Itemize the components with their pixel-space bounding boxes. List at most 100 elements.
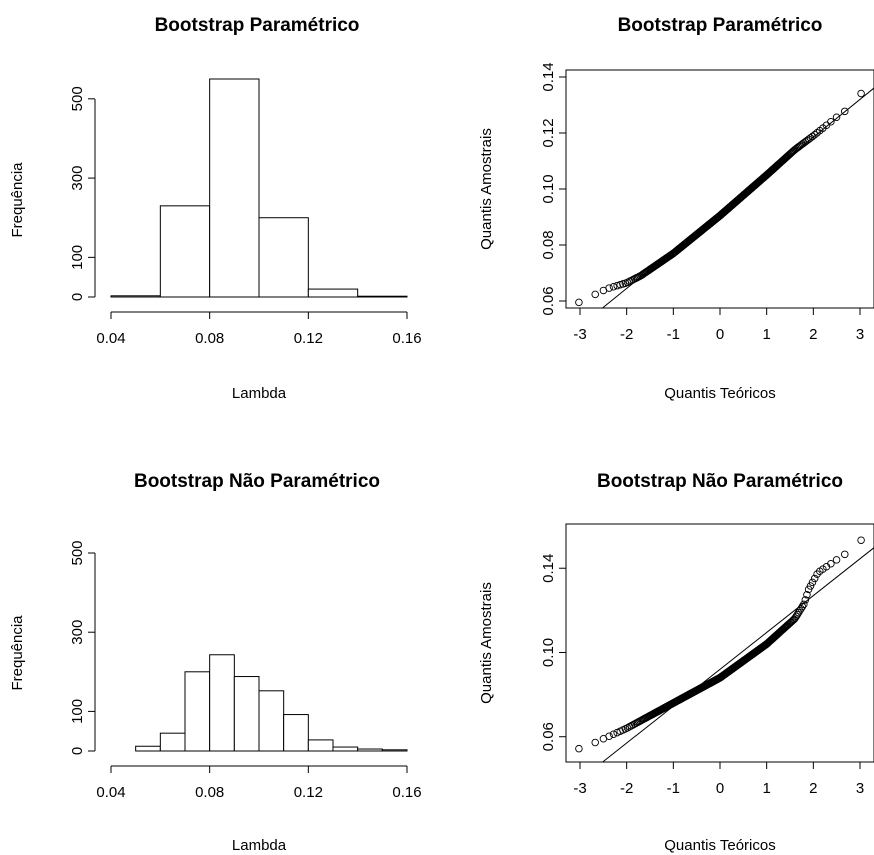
- x-axis-label: Lambda: [232, 385, 287, 402]
- x-tick-label: 0.04: [96, 784, 125, 801]
- qq-point: [575, 744, 583, 753]
- x-tick-label: 1: [762, 326, 770, 343]
- x-tick-label: 1: [762, 780, 770, 797]
- x-tick-label: -1: [667, 326, 680, 343]
- qq-point: [841, 107, 849, 116]
- y-axis-label: Quantis Amostrais: [478, 582, 495, 704]
- qq-point: [591, 738, 599, 747]
- x-tick-label: 0.16: [392, 330, 421, 347]
- histogram-bars: [135, 654, 408, 752]
- x-tick-label: -1: [667, 780, 680, 797]
- histogram-bar: [110, 295, 161, 298]
- qq-point: [832, 113, 841, 121]
- histogram-bar: [258, 690, 285, 752]
- histogram-bar: [357, 748, 383, 752]
- histogram-bar: [307, 739, 334, 752]
- qq-point: [810, 574, 819, 583]
- axis-ticks: -3 -2 -1 0 1 2 3 0.06 0.10 0.14: [540, 554, 864, 797]
- qq-point: [609, 282, 618, 291]
- histogram-bar: [159, 732, 186, 752]
- x-tick-label: 0.12: [294, 330, 323, 347]
- qq-reference-line: [602, 547, 874, 763]
- x-tick-label: 0.16: [392, 784, 421, 801]
- qq-point: [813, 129, 821, 137]
- qq-point: [795, 607, 804, 615]
- histogram-bar: [209, 654, 235, 752]
- y-tick-label: 0.08: [540, 230, 557, 259]
- qq-point: [623, 724, 632, 732]
- y-tick-label: 0: [69, 747, 86, 755]
- qq-point: [806, 582, 815, 590]
- qq-point: [792, 612, 800, 621]
- x-tick-label: -2: [620, 326, 633, 343]
- x-tick-label: 0.04: [96, 330, 125, 347]
- histogram-nonparametric-panel: Bootstrap Não Paramétrico 0.04 0.08 0.12 0.…: [9, 471, 422, 854]
- qq-point: [808, 132, 817, 141]
- x-axis-label: Quantis Teóricos: [664, 385, 775, 402]
- histogram-bars: [110, 78, 408, 298]
- x-tick-label: 0.08: [195, 330, 224, 347]
- qq-point: [605, 732, 613, 740]
- x-tick-label: 3: [856, 326, 864, 343]
- x-axis-label: Lambda: [232, 837, 287, 854]
- y-axis-label: Frequência: [9, 162, 26, 238]
- y-tick-label: 0.10: [540, 174, 557, 203]
- qq-point: [800, 600, 808, 609]
- x-tick-label: -3: [573, 780, 586, 797]
- x-tick-label: 0: [716, 326, 724, 343]
- qq-point: [591, 290, 599, 299]
- y-tick-label: 300: [69, 620, 86, 645]
- chart-title: Bootstrap Paramétrico: [155, 15, 360, 36]
- qq-point: [808, 578, 817, 587]
- plot-frame: [565, 523, 874, 763]
- qq-point: [832, 556, 841, 564]
- axis-ticks: -3 -2 -1 0 1 2 3 0.06 0.08 0.10 0.12 0.14: [540, 62, 864, 343]
- qq-points: [575, 536, 865, 753]
- histogram-bar: [381, 749, 408, 752]
- qq-plot-nonparametric-panel: Bootstrap Não Paramétrico -3 -2 -1 0 1 2 3 0.06…: [478, 471, 874, 854]
- qq-point: [810, 130, 819, 139]
- chart-title: Bootstrap Não Paramétrico: [134, 471, 380, 492]
- y-tick-label: 0.06: [540, 286, 557, 315]
- x-tick-label: 3: [856, 780, 864, 797]
- qq-point: [827, 118, 835, 126]
- y-tick-label: 300: [69, 166, 86, 191]
- histogram-bar: [283, 714, 309, 752]
- histogram-bar: [159, 205, 211, 298]
- histogram-bar: [332, 746, 359, 752]
- axis-ticks: 0.04 0.08 0.12 0.16 0 100 300 500: [69, 86, 422, 347]
- x-tick-label: -2: [620, 780, 633, 797]
- y-tick-label: 0.14: [540, 554, 557, 583]
- qq-point: [803, 591, 811, 599]
- chart-title: Bootstrap Não Paramétrico: [597, 471, 843, 492]
- qq-point: [575, 298, 583, 307]
- histogram-bar: [258, 217, 309, 298]
- qq-point: [857, 89, 865, 98]
- qq-point: [605, 284, 613, 292]
- x-axis-label: Quantis Teóricos: [664, 837, 775, 854]
- qq-point: [794, 608, 803, 617]
- qq-point: [798, 602, 807, 611]
- qq-point: [827, 559, 835, 568]
- y-tick-label: 100: [69, 245, 86, 270]
- chart-title: Bootstrap Paramétrico: [618, 15, 823, 36]
- x-tick-label: 0.12: [294, 784, 323, 801]
- qq-point: [841, 550, 849, 559]
- x-tick-label: 0.08: [195, 784, 224, 801]
- reference-line: [602, 547, 874, 763]
- y-tick-label: 0: [69, 293, 86, 301]
- qq-point: [857, 536, 865, 544]
- y-axis-label: Frequência: [9, 615, 26, 691]
- y-axis-label: Quantis Amostrais: [478, 128, 495, 250]
- qq-point: [609, 730, 618, 738]
- y-tick-label: 0.06: [540, 722, 557, 751]
- y-tick-label: 100: [69, 699, 86, 724]
- histogram-bar: [357, 295, 408, 298]
- histogram-bar: [307, 288, 359, 298]
- x-tick-label: 0: [716, 780, 724, 797]
- histogram-parametric-panel: Bootstrap Paramétrico 0.04 0.08 0.12 0.16 0 1…: [9, 15, 422, 402]
- qq-points: [575, 89, 865, 307]
- histogram-bar: [184, 671, 211, 752]
- axis-ticks: 0.04 0.08 0.12 0.16 0 100 300 500: [69, 540, 422, 801]
